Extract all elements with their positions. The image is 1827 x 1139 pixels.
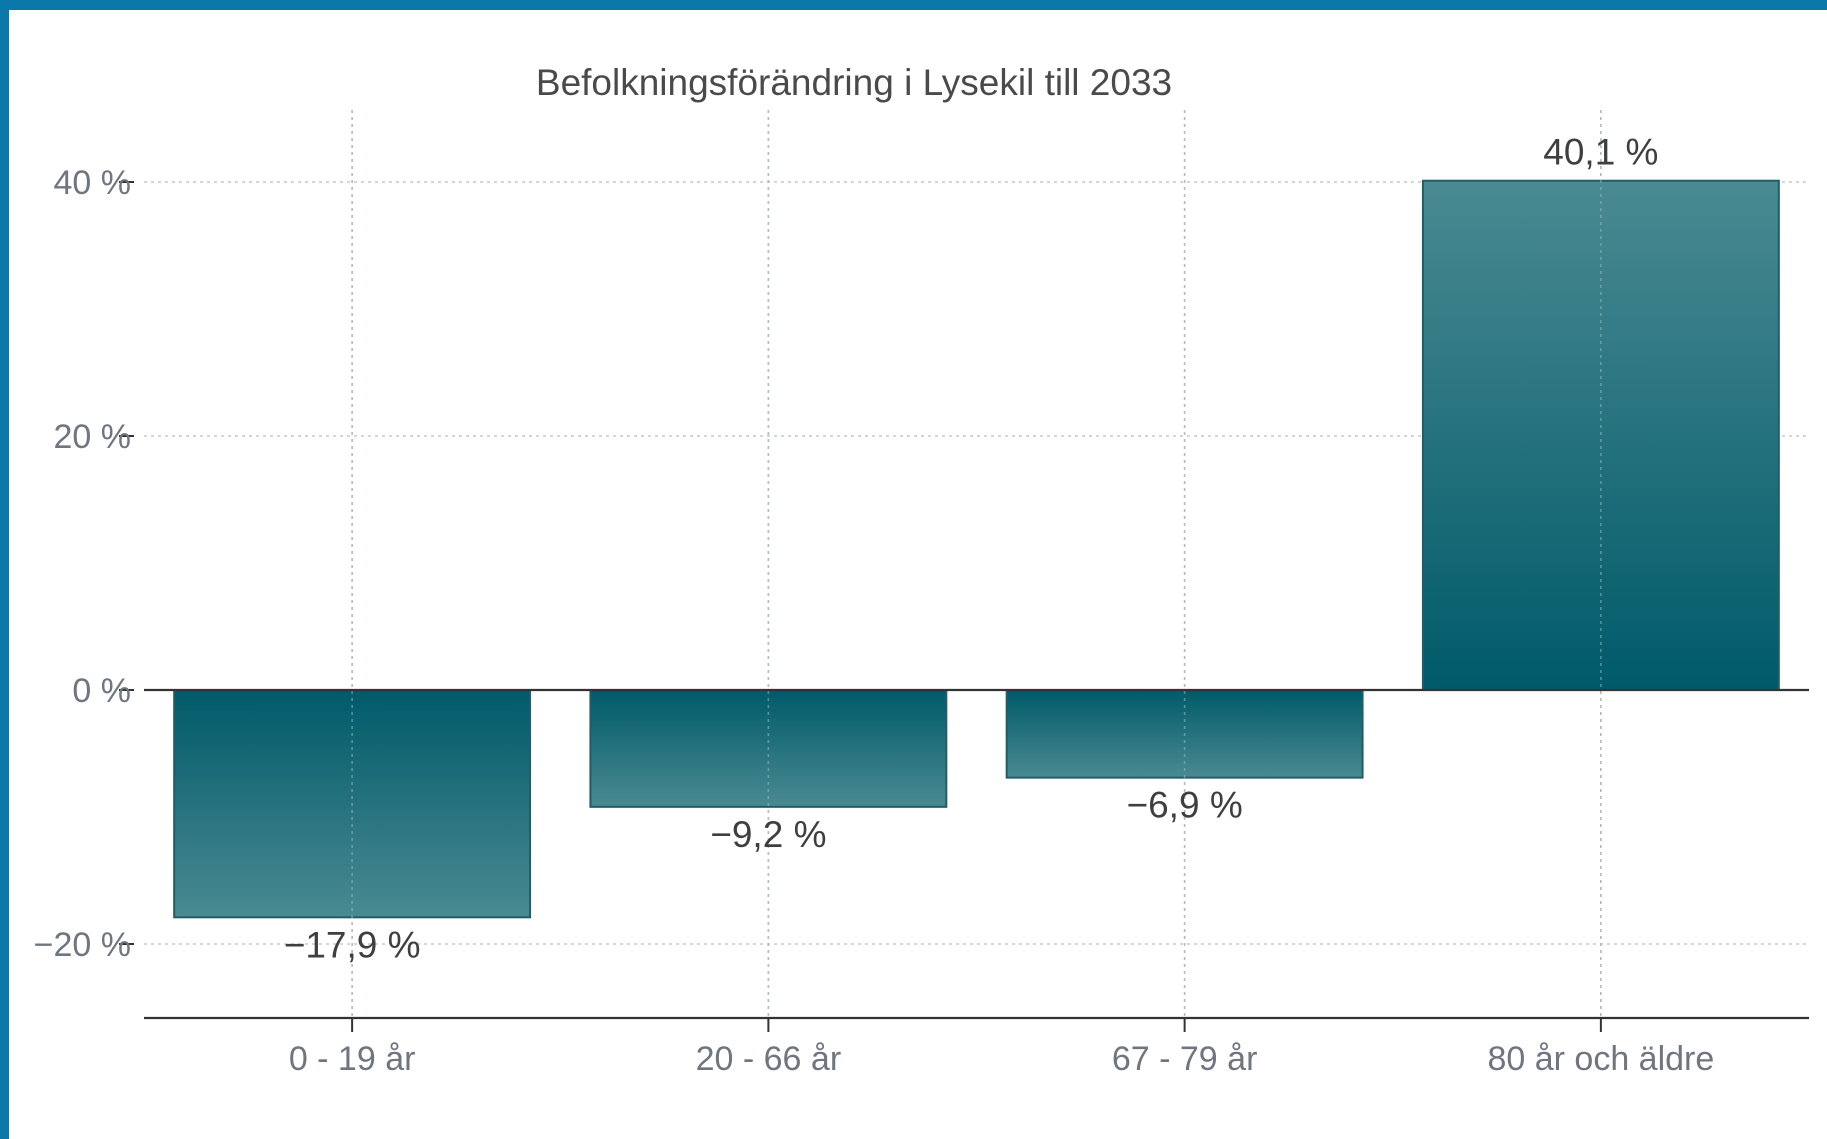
y-tick-label: 0 % [72,672,131,710]
bar-chart: Befolkningsförändring i Lysekil till 203… [34,62,1809,1078]
chart-title: Befolkningsförändring i Lysekil till 203… [536,62,1172,103]
data-label: −6,9 % [1127,785,1243,826]
data-label: 40,1 % [1543,132,1658,173]
data-label: −9,2 % [710,814,826,855]
axes: −20 % 0 % 20 % 40 % 0 - 19 år 20 - 66 år 67 - … [34,164,1809,1078]
data-labels: −17,9 % −9,2 % −6,9 % 40,1 % [284,132,1659,966]
x-tick-label: 20 - 66 år [696,1040,842,1078]
y-tick-label: −20 % [34,926,131,964]
data-label: −17,9 % [284,924,421,965]
bars [173,110,1780,1018]
y-tick-label: 40 % [54,164,132,202]
y-tick-label: 20 % [54,418,132,456]
x-tick-label: 80 år och äldre [1487,1040,1714,1078]
x-tick-label: 0 - 19 år [289,1040,416,1078]
x-tick-label: 67 - 79 år [1112,1040,1258,1078]
